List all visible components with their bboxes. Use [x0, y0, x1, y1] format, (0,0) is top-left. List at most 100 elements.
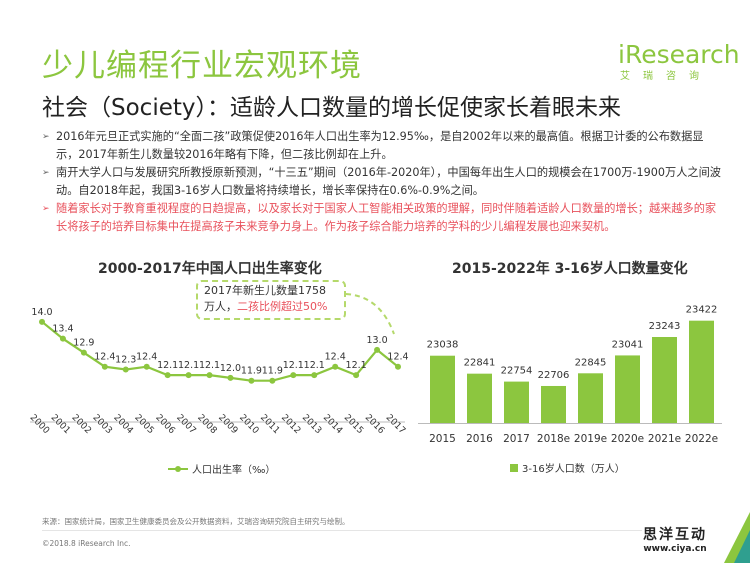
line-tick-2006: 2006	[153, 413, 176, 436]
line-point-2003	[101, 363, 108, 370]
birth-rate-line	[41, 320, 399, 382]
callout-2017: 2017年新生儿数量1758 万人，二孩比例超过50%	[196, 280, 346, 320]
line-point-2006	[164, 372, 171, 379]
line-tick-2015: 2015	[342, 413, 365, 436]
bullet-text-1: 2016年元旦正式实施的“全面二孩”政策促使2016年人口出生率为12.95‰，…	[56, 130, 704, 161]
line-point-2016	[374, 346, 381, 353]
line-label-2005: 12.4	[136, 352, 157, 363]
line-chart-legend: 人口出生率（‰）	[168, 463, 275, 476]
line-chart-series	[41, 320, 399, 382]
line-tick-2013: 2013	[300, 413, 323, 436]
bar-tick-2015: 2015	[429, 433, 456, 445]
footer-copyright: ©2018.8 iResearch Inc.	[42, 539, 131, 548]
line-point-2010	[248, 377, 255, 384]
line-point-2000	[39, 318, 45, 325]
line-label-2014: 12.4	[325, 352, 346, 363]
logo-brand: iResearch	[618, 40, 740, 69]
watermark: 思洋互动 www.ciya.cn	[630, 524, 720, 554]
bar-chart-data-labels: 23038 22841 22754 22706 22845 23041 23243 23422	[427, 305, 718, 381]
bar-label-2022e: 23422	[686, 305, 718, 316]
line-point-2008	[206, 372, 213, 379]
bar-2018e	[541, 385, 566, 423]
bar-legend-label: 3-16岁人口数（万人）	[522, 462, 625, 475]
callout-highlight: 二孩比例超过50%	[237, 300, 328, 313]
line-tick-2009: 2009	[216, 413, 239, 436]
iresearch-logo: iResearch 艾瑞咨询	[618, 40, 740, 82]
bullet-list: ➢ 2016年元旦正式实施的“全面二孩”政策促使2016年人口出生率为12.95…	[42, 128, 722, 236]
page-subtitle: 社会（Society）：适龄人口数量的增长促使家长着眼未来	[42, 95, 621, 121]
line-label-2002: 12.9	[73, 338, 94, 349]
line-tick-2014: 2014	[321, 413, 344, 436]
line-tick-2000: 2000	[28, 413, 51, 436]
bar-2021e	[652, 336, 677, 423]
line-tick-2016: 2016	[363, 413, 386, 436]
bar-label-2019e: 22845	[575, 357, 607, 368]
bullet-arrow-icon: ➢	[42, 132, 50, 142]
line-point-2001	[59, 335, 66, 342]
bar-label-2021e: 23243	[649, 321, 681, 332]
bar-tick-2016: 2016	[466, 433, 493, 445]
bar-label-2016: 22841	[464, 358, 496, 369]
bar-chart-x-ticks: 2015 2016 2017 2018e 2019e 2020e 2021e 2022e	[429, 433, 718, 445]
line-label-2003: 12.4	[94, 352, 115, 363]
bullet-text-2: 南开大学人口与发展研究所教授原新预测，“十三五”期间（2016年-2020年），…	[56, 166, 721, 197]
line-point-2002	[80, 349, 87, 356]
watermark-cn: 思洋互动	[643, 527, 707, 543]
line-tick-2010: 2010	[237, 413, 260, 436]
bar-chart-bars	[430, 320, 714, 423]
line-point-2012	[290, 372, 297, 379]
line-point-2015	[353, 372, 360, 379]
line-legend-label: 人口出生率（‰）	[192, 463, 275, 476]
bar-2022e	[689, 320, 714, 423]
bar-tick-2019e: 2019e	[574, 433, 607, 445]
page-title: 少儿编程行业宏观环境	[42, 48, 362, 84]
logo-brand-cn: 艾瑞咨询	[620, 71, 712, 82]
line-tick-2011: 2011	[258, 413, 281, 436]
line-tick-2004: 2004	[111, 413, 134, 436]
bullet-text-3: 随着家长对于教育重视程度的日趋提高，以及家长对于国家人工智能相关政策的理解，同时…	[56, 202, 717, 233]
line-chart-title: 2000-2017年中国人口出生率变化	[98, 261, 322, 277]
line-tick-2012: 2012	[279, 413, 302, 436]
line-tick-2005: 2005	[132, 413, 155, 436]
line-label-2001: 13.4	[52, 324, 73, 335]
line-label-2000: 14.0	[31, 307, 52, 318]
footer-divider	[42, 530, 642, 531]
bullet-arrow-icon: ➢	[42, 168, 50, 178]
callout-line1: 2017年新生儿数量1758	[204, 284, 326, 297]
population-bar-chart: 23038 22841 22754 22706 22845 23041 23243 23422…	[418, 305, 722, 475]
line-chart-data-labels: 14.013.412.912.4 12.3 12.412.1 12.1 12.1 12.0…	[31, 307, 408, 377]
bar-tick-2022e: 2022e	[685, 433, 718, 445]
line-label-2013: 12.1	[304, 360, 325, 371]
line-label-2015: 12.1	[346, 360, 367, 371]
bar-chart-title: 2015-2022年 3-16岁人口数量变化	[452, 261, 688, 277]
line-label-2004: 12.3	[115, 355, 136, 366]
corner-decoration	[724, 512, 750, 563]
line-tick-2002: 2002	[70, 413, 93, 436]
bullet-item-2: ➢ 南开大学人口与发展研究所教授原新预测，“十三五”期间（2016年-2020年…	[42, 164, 722, 200]
line-point-2014	[332, 363, 339, 370]
bullet-item-3: ➢ 随着家长对于教育重视程度的日趋提高，以及家长对于国家人工智能相关政策的理解，…	[42, 200, 722, 236]
bar-2016	[467, 373, 492, 423]
line-point-2009	[227, 374, 234, 381]
line-label-2010: 11.9	[241, 366, 262, 377]
line-label-2012: 12.1	[283, 360, 304, 371]
line-label-2017: 12.4	[387, 352, 408, 363]
bar-label-2018e: 22706	[538, 370, 570, 381]
line-chart-points	[39, 318, 401, 384]
line-tick-2001: 2001	[49, 413, 72, 436]
line-label-2006: 12.1	[157, 360, 178, 371]
birth-rate-line-chart: 14.013.412.912.4 12.3 12.412.1 12.1 12.1 12.0…	[28, 307, 409, 476]
bar-label-2015: 23038	[427, 340, 459, 351]
bar-tick-2017: 2017	[503, 433, 530, 445]
bar-2017	[504, 381, 529, 423]
bar-label-2020e: 23041	[612, 339, 644, 350]
line-label-2009: 12.0	[220, 363, 241, 374]
line-chart-x-ticks: 2000200120022003200420052006200720082009…	[28, 413, 407, 436]
line-tick-2003: 2003	[91, 413, 114, 436]
line-point-2011	[269, 377, 276, 384]
bar-tick-2018e: 2018e	[537, 433, 570, 445]
bar-tick-2020e: 2020e	[611, 433, 644, 445]
callout-line2: 万人，二孩比例超过50%	[204, 299, 338, 315]
line-tick-2008: 2008	[195, 413, 218, 436]
bar-2015	[430, 355, 455, 423]
